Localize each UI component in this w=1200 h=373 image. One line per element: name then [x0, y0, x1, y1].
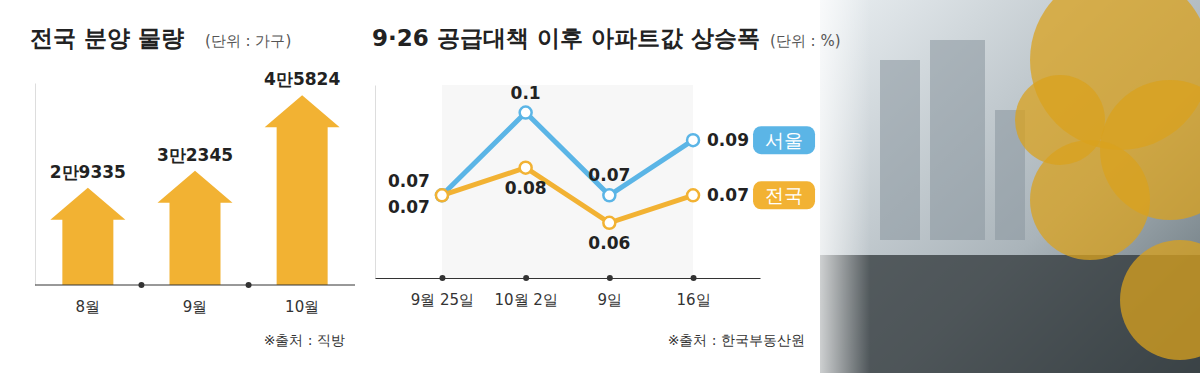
legend-label: 전국: [765, 184, 803, 206]
axis-dot: [246, 282, 252, 288]
bars: [50, 95, 339, 285]
x-axis: 9월 25일 10월 2일 9일 16일: [376, 275, 761, 309]
tick-dot: [607, 275, 613, 281]
data-label: 0.07: [388, 197, 430, 217]
bar-arrow: [158, 171, 233, 285]
legend-item: 서울: [753, 126, 815, 154]
tick-dot: [691, 275, 697, 281]
series-point: [603, 217, 615, 229]
series-point: [687, 134, 699, 146]
tick-dot: [523, 275, 529, 281]
data-label: 2만9335: [50, 162, 126, 182]
data-label: 4만5824: [264, 69, 340, 89]
series-point: [603, 189, 615, 201]
series-point: [436, 189, 448, 201]
x-tick: 9월: [183, 285, 208, 316]
line-chart: 9·26 공급대책 이후 아파트값 상승폭 (단위 : %) 9월 25일 10월 2…: [372, 25, 841, 348]
series-line: [442, 168, 693, 223]
data-label: 0.06: [588, 233, 630, 253]
x-tick-label: 8월: [76, 298, 101, 316]
photo-foliage: [1015, 75, 1105, 165]
data-label: 0.08: [505, 178, 547, 198]
x-tick-label: 9월: [183, 298, 208, 316]
y-axis: [35, 84, 36, 286]
series-point: [436, 189, 448, 201]
data-label: 0.1: [511, 83, 541, 103]
x-axis-line: [376, 278, 761, 279]
x-tick-label: 10월 2일: [494, 291, 557, 309]
data-label: 0.07: [588, 165, 630, 185]
x-tick: 9일: [598, 275, 623, 309]
title: 전국 분양 물량: [30, 25, 184, 51]
title: 9·26 공급대책 이후 아파트값 상승폭: [372, 25, 760, 51]
tick-dot: [439, 275, 445, 281]
data-label: 0.09: [707, 130, 749, 150]
source: ※출처 : 직방: [264, 332, 345, 348]
data-label: 0.07: [707, 185, 749, 205]
x-tick: 8월: [76, 285, 101, 316]
data-label: 3만2345: [157, 145, 233, 165]
legend-label: 서울: [765, 129, 803, 151]
x-tick: 10월 2일: [494, 275, 557, 309]
data-label: 0.07: [388, 171, 430, 191]
legend-box: [753, 181, 815, 209]
y-axis: [375, 86, 376, 279]
source: ※출처 : 한국부동산원: [668, 332, 805, 348]
photo-building: [930, 40, 985, 240]
bar-arrow: [50, 188, 125, 285]
x-tick-label: 10월: [285, 298, 319, 316]
x-tick-label: 9월 25일: [411, 291, 474, 309]
lines: [436, 107, 699, 229]
x-tick: 9월 25일: [411, 275, 474, 309]
photo: [800, 0, 1200, 373]
x-tick-label: 9일: [598, 291, 623, 309]
x-tick: 16일: [676, 275, 710, 309]
x-axis: 8월 9월 10월: [35, 285, 355, 316]
series-point: [520, 107, 532, 119]
bar-chart: 전국 분양 물량 (단위 : 가구) 2만9335 3만2345 4만5824 8월 9월 1…: [30, 25, 355, 348]
axis-dot: [138, 282, 144, 288]
bar-arrow: [265, 95, 340, 285]
x-tick: 10월: [285, 285, 319, 316]
canvas: 전국 분양 물량 (단위 : 가구) 2만9335 3만2345 4만5824 8월 9월 1…: [0, 0, 1200, 373]
subtitle: (단위 : %): [770, 32, 841, 50]
series-point: [687, 189, 699, 201]
legend-item: 전국: [753, 181, 815, 209]
photo-foliage: [1120, 240, 1200, 360]
series-point: [520, 162, 532, 174]
subtitle: (단위 : 가구): [205, 32, 291, 50]
photo-building: [880, 60, 920, 240]
y-axis-line: [375, 86, 376, 279]
y-axis-line: [35, 84, 36, 286]
x-tick-label: 16일: [676, 291, 710, 309]
legend-box: [753, 126, 815, 154]
x-axis-line: [35, 285, 355, 286]
plot-bg: [442, 85, 693, 278]
